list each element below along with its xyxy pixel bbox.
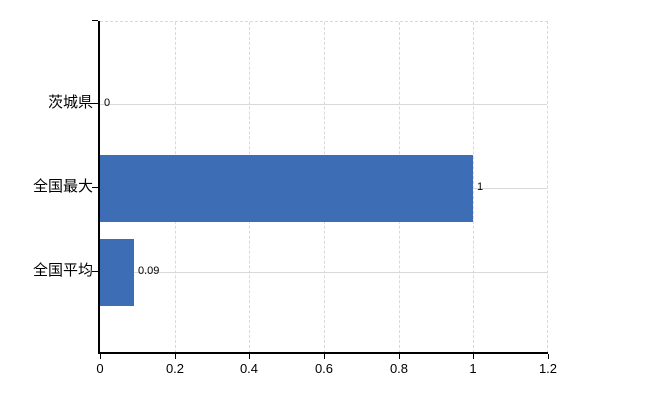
value-label: 0.09 (138, 265, 160, 277)
x-axis-tick (175, 354, 176, 359)
x-tick-label: 0 (96, 361, 104, 376)
x-axis-tick (548, 354, 549, 359)
x-axis-tick (100, 354, 101, 359)
value-label: 1 (477, 181, 484, 193)
category-label: 茨城県 (47, 94, 93, 111)
x-tick-label: 1.2 (538, 361, 558, 376)
category-gridline (100, 272, 547, 273)
y-axis-tick (92, 103, 98, 104)
x-axis-tick (249, 354, 250, 359)
y-axis (98, 21, 100, 354)
plot-area (100, 21, 548, 353)
value-label: 0 (104, 97, 111, 109)
bar (100, 238, 134, 306)
category-label: 全国平均 (32, 262, 93, 279)
y-axis-tick (92, 187, 98, 188)
category-gridline (100, 104, 547, 105)
x-tick-label: 1 (469, 361, 477, 376)
x-tick-label: 0.8 (389, 361, 409, 376)
x-gridline (473, 22, 474, 353)
x-axis-tick (399, 354, 400, 359)
x-tick-label: 0.4 (239, 361, 259, 376)
category-label: 全国最大 (32, 178, 93, 195)
x-axis (98, 352, 548, 354)
x-axis-tick (324, 354, 325, 359)
x-axis-tick (473, 354, 474, 359)
y-axis-tick (92, 271, 98, 272)
x-tick-label: 0.2 (165, 361, 185, 376)
bar (100, 154, 473, 222)
x-tick-label: 0.6 (314, 361, 334, 376)
y-axis-tick (92, 20, 98, 21)
